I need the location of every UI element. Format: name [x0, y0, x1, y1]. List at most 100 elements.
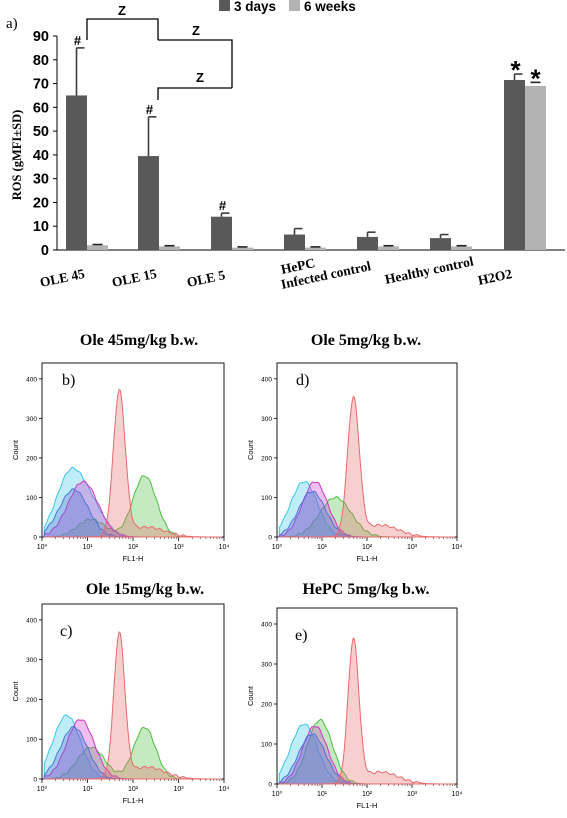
bar-6weeks [451, 246, 472, 250]
bar-6weeks [232, 247, 253, 250]
category-label: OLE 15 [111, 266, 159, 290]
histogram-y-tick-label: 100 [26, 737, 37, 744]
significance-marker: * [530, 63, 541, 93]
histogram-panel-b: Ole 45mg/kg b.w. b) 0 100 200 300 400 10⁰ 10¹ 10²… [11, 332, 229, 563]
significance-marker: # [74, 33, 82, 48]
bar-3days [357, 236, 378, 250]
histogram-y-label: Count [11, 439, 20, 460]
histogram-x-tick-label: 10⁰ [272, 543, 283, 551]
histogram-y-tick-label: 100 [261, 742, 272, 749]
histogram-y-tick-label: 200 [261, 702, 272, 709]
y-tick-label: 0 [41, 243, 49, 259]
significance-label-3: Z [196, 70, 204, 85]
bar-6weeks [378, 246, 399, 250]
legend-swatch-6weeks [289, 0, 300, 11]
histogram-panel-label: d) [296, 372, 309, 389]
histogram-x-tick-label: 10⁴ [219, 786, 230, 793]
panel-label-a: a) [6, 16, 18, 32]
histogram-panel-label: c) [60, 623, 72, 640]
histogram-x-tick-label: 10⁴ [452, 791, 463, 798]
histogram-y-tick-label: 100 [26, 495, 37, 502]
histogram-y-tick-label: 200 [261, 455, 272, 462]
significance-label-1: Z [118, 3, 126, 18]
y-tick-label: 30 [33, 172, 49, 188]
legend-label-3days: 3 days [234, 0, 276, 14]
bar-3days [284, 234, 305, 250]
histogram-y-tick-label: 0 [33, 535, 37, 542]
y-axis-label: ROS (gMFI±SD) [10, 110, 24, 201]
y-tick-label: 90 [33, 29, 49, 45]
bracket-ole15-ole5-inner [157, 87, 232, 100]
histogram-y-tick-label: 300 [261, 416, 272, 423]
histogram-x-label: FL1-H [123, 796, 144, 805]
histogram-y-tick-label: 400 [26, 617, 37, 624]
y-tick-label: 20 [33, 195, 49, 211]
histogram-x-tick-label: 10² [362, 791, 373, 798]
histogram-x-tick-label: 10³ [173, 544, 184, 551]
bar-6weeks [87, 245, 108, 250]
y-tick-label: 70 [33, 77, 49, 93]
histogram-x-tick-label: 10³ [407, 544, 418, 551]
bracket-ole15-ole5 [158, 39, 233, 88]
significance-marker: # [219, 198, 227, 213]
significance-marker: # [146, 102, 154, 117]
histogram-x-tick-label: 10¹ [317, 544, 328, 551]
histogram-y-tick-label: 400 [261, 376, 272, 383]
histogram-curve-red [44, 630, 222, 780]
histogram-x-tick-label: 10⁴ [219, 544, 230, 551]
histogram-title: Ole 45mg/kg b.w. [80, 332, 198, 349]
bar-3days [138, 156, 159, 250]
histogram-x-tick-label: 10⁴ [452, 544, 463, 551]
histogram-x-tick-label: 10⁰ [37, 543, 48, 551]
bar-6weeks [525, 85, 546, 250]
histogram-title: Ole 15mg/kg b.w. [86, 581, 204, 598]
histogram-x-tick-label: 10² [128, 544, 139, 551]
y-tick-label: 50 [33, 124, 49, 140]
histogram-y-tick-label: 300 [261, 662, 272, 669]
histogram-y-tick-label: 0 [268, 535, 272, 542]
histogram-x-tick-label: 10² [128, 786, 139, 793]
y-tick-label: 60 [33, 100, 49, 116]
bracket-ole45-ole15 [86, 18, 159, 40]
category-label: H2O2 [477, 266, 514, 288]
histogram-y-tick-label: 300 [26, 416, 37, 423]
histogram-x-tick-label: 10¹ [82, 544, 93, 551]
histogram-title: Ole 5mg/kg b.w. [311, 332, 421, 349]
bar-6weeks [305, 247, 326, 250]
histogram-y-tick-label: 400 [261, 622, 272, 629]
histogram-curve-red [44, 388, 222, 538]
category-label: Healthy control [384, 253, 476, 286]
histogram-panel-c: Ole 15mg/kg b.w. c) 0 100 200 300 400 10⁰ 10¹ 10²… [11, 581, 229, 805]
histogram-panel-e: HePC 5mg/kg b.w. e) 0 100 200 300 400 10⁰ 10¹ 10²… [246, 581, 462, 810]
category-label: HePC [280, 255, 317, 277]
y-tick-label: 40 [33, 148, 49, 164]
histogram-y-tick-label: 300 [26, 657, 37, 664]
histogram-panel-d: Ole 5mg/kg b.w. d) 0 100 200 300 400 10⁰ 10¹ 10² 1… [246, 332, 462, 563]
histogram-title: HePC 5mg/kg b.w. [302, 581, 429, 598]
histogram-curve-red [279, 637, 455, 785]
legend-swatch-3days [219, 0, 230, 11]
histogram-y-label: Count [246, 439, 255, 460]
histogram-y-tick-label: 400 [26, 376, 37, 383]
histogram-x-label: FL1-H [357, 554, 378, 563]
bar-3days [430, 238, 451, 250]
significance-brackets [86, 18, 233, 100]
bars: # # # * * [66, 33, 546, 250]
significance-marker: * [510, 55, 521, 85]
histogram-y-label: Count [246, 685, 255, 706]
histogram-x-tick-label: 10¹ [317, 791, 328, 798]
y-tick-label: 10 [33, 219, 49, 235]
category-label: OLE 5 [186, 267, 227, 290]
histogram-x-tick-label: 10³ [173, 786, 184, 793]
histogram-x-label: FL1-H [357, 801, 378, 810]
histogram-x-tick-label: 10⁰ [272, 790, 283, 798]
bar-3days [66, 95, 87, 250]
y-ticks: 0 10 20 30 40 50 60 70 80 90 [33, 29, 57, 259]
bar-6weeks [159, 246, 180, 250]
bar-3days [211, 216, 232, 250]
histogram-curve-red [279, 396, 455, 538]
histogram-x-tick-label: 10¹ [82, 786, 93, 793]
histogram-panel-label: e) [295, 627, 307, 644]
